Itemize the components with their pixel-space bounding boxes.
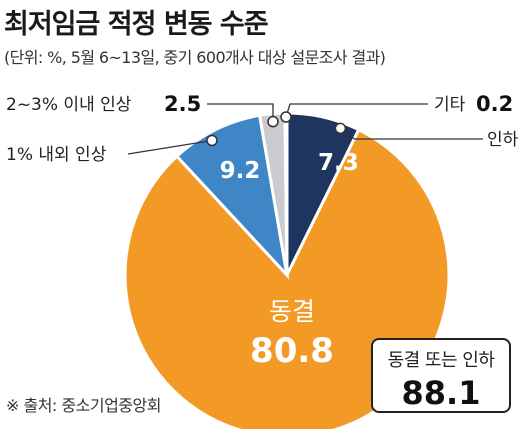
slice-donggyeol [123,127,451,429]
source-note: ※ 출처: 중소기업중앙회 [6,396,161,415]
slice-value-1pct: 9.2 [220,158,261,184]
slice-1pct [174,113,290,280]
callout-value-gita: 0.2 [476,92,513,116]
callout-label-1pct: 1% 내외 인상 [6,145,107,165]
callout-label-inha: 인하 [487,130,519,150]
summary-value: 88.1 [401,374,481,412]
leader-1pct-line [127,139,213,155]
slice-label-donggyeol: 동결 [269,297,315,326]
leader-gita-marker [280,111,292,123]
callout-label-gita: 기타 [434,95,466,115]
callout-value-2-3pct: 2.5 [164,92,201,116]
chart-subtitle: (단위: %, 5월 6~13일, 중기 600개사 대상 설문조사 결과) [4,48,386,67]
leader-lines [127,103,483,155]
slice-value-inha: 7.3 [318,150,359,176]
slice-value-donggyeol: 80.8 [250,331,334,371]
leader-1pct-marker [206,134,218,147]
leader-inha-marker [334,122,347,135]
leader-2-3pct-line [207,103,274,122]
pie-slices [123,111,451,429]
summary-label: 동결 또는 인하 [387,350,495,371]
leader-inha-line [340,127,483,140]
slice-gita [283,111,289,276]
leader-2-3pct-marker [267,115,279,128]
chart-title: 최저임금 적정 변동 수준 [4,9,269,40]
callout-label-2-3pct: 2~3% 이내 인상 [6,95,132,115]
summary-box: 동결 또는 인하 88.1 [371,338,511,413]
